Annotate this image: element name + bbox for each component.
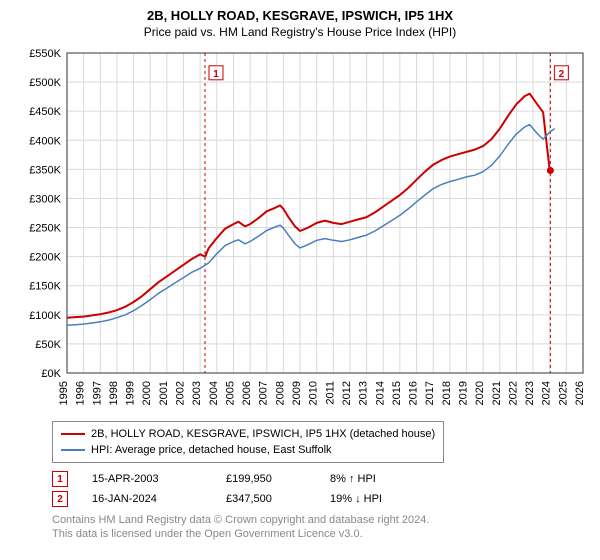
svg-text:1999: 1999	[125, 381, 137, 405]
chart-svg: £0K £50K £100K £150K £200K £250K £300K £350K £40…	[12, 45, 588, 415]
svg-text:2020: 2020	[474, 381, 486, 405]
marker-date: 15-APR-2003	[92, 473, 202, 485]
svg-text:£300K: £300K	[29, 193, 61, 205]
svg-text:1995: 1995	[58, 381, 70, 405]
marker-price: £347,500	[226, 493, 306, 505]
svg-text:2012: 2012	[341, 381, 353, 405]
svg-text:£200K: £200K	[29, 252, 61, 264]
legend-label: 2B, HOLLY ROAD, KESGRAVE, IPSWICH, IP5 1…	[91, 426, 435, 442]
svg-text:£400K: £400K	[29, 135, 61, 147]
svg-text:1996: 1996	[75, 381, 87, 405]
svg-text:2002: 2002	[175, 381, 187, 405]
svg-text:2017: 2017	[424, 381, 436, 405]
svg-text:1: 1	[213, 69, 219, 80]
svg-text:2023: 2023	[524, 381, 536, 405]
svg-text:2008: 2008	[274, 381, 286, 405]
svg-text:1998: 1998	[108, 381, 120, 405]
legend: 2B, HOLLY ROAD, KESGRAVE, IPSWICH, IP5 1…	[52, 421, 444, 463]
svg-text:£550K: £550K	[29, 48, 61, 60]
svg-text:2013: 2013	[358, 381, 370, 405]
legend-row: 2B, HOLLY ROAD, KESGRAVE, IPSWICH, IP5 1…	[61, 426, 435, 442]
marker-badge: 2	[52, 491, 68, 507]
svg-text:2010: 2010	[308, 381, 320, 405]
marker-delta: 19% ↓ HPI	[330, 493, 420, 505]
footnote: Contains HM Land Registry data © Crown c…	[52, 513, 588, 542]
marker-row: 2 16-JAN-2024 £347,500 19% ↓ HPI	[52, 491, 588, 507]
svg-text:2018: 2018	[441, 381, 453, 405]
svg-text:2026: 2026	[574, 381, 586, 405]
svg-text:£0K: £0K	[41, 368, 61, 380]
svg-text:2024: 2024	[541, 381, 553, 405]
chart-subtitle: Price paid vs. HM Land Registry's House …	[12, 25, 588, 39]
legend-label: HPI: Average price, detached house, East…	[91, 442, 332, 458]
svg-text:2022: 2022	[507, 381, 519, 405]
svg-text:£150K: £150K	[29, 281, 61, 293]
marker-row: 1 15-APR-2003 £199,950 8% ↑ HPI	[52, 471, 588, 487]
footnote-line: This data is licensed under the Open Gov…	[52, 527, 588, 541]
svg-text:2009: 2009	[291, 381, 303, 405]
svg-text:2005: 2005	[224, 381, 236, 405]
svg-text:£350K: £350K	[29, 164, 61, 176]
marker-date: 16-JAN-2024	[92, 493, 202, 505]
svg-text:£250K: £250K	[29, 223, 61, 235]
svg-text:£500K: £500K	[29, 77, 61, 89]
marker-badge: 1	[52, 471, 68, 487]
svg-text:2: 2	[559, 69, 565, 80]
svg-text:2011: 2011	[324, 381, 336, 405]
svg-text:£450K: £450K	[29, 106, 61, 118]
footnote-line: Contains HM Land Registry data © Crown c…	[52, 513, 588, 527]
legend-swatch	[61, 449, 85, 451]
svg-text:2015: 2015	[391, 381, 403, 405]
svg-text:2016: 2016	[408, 381, 420, 405]
svg-text:2007: 2007	[258, 381, 270, 405]
svg-text:2003: 2003	[191, 381, 203, 405]
svg-text:£50K: £50K	[35, 339, 61, 351]
marker-price: £199,950	[226, 473, 306, 485]
svg-text:2001: 2001	[158, 381, 170, 405]
svg-text:2014: 2014	[374, 381, 386, 405]
chart-area: £0K £50K £100K £150K £200K £250K £300K £350K £40…	[12, 45, 588, 415]
legend-swatch	[61, 433, 85, 435]
legend-row: HPI: Average price, detached house, East…	[61, 442, 435, 458]
svg-text:2006: 2006	[241, 381, 253, 405]
marker-table: 1 15-APR-2003 £199,950 8% ↑ HPI 2 16-JAN-2024…	[52, 471, 588, 507]
svg-text:2000: 2000	[141, 381, 153, 405]
svg-text:1997: 1997	[91, 381, 103, 405]
svg-text:£100K: £100K	[29, 310, 61, 322]
chart-title: 2B, HOLLY ROAD, KESGRAVE, IPSWICH, IP5 1…	[12, 8, 588, 23]
marker-delta: 8% ↑ HPI	[330, 473, 420, 485]
svg-text:2021: 2021	[491, 381, 503, 405]
svg-text:2019: 2019	[457, 381, 469, 405]
svg-text:2025: 2025	[557, 381, 569, 405]
svg-text:2004: 2004	[208, 381, 220, 405]
